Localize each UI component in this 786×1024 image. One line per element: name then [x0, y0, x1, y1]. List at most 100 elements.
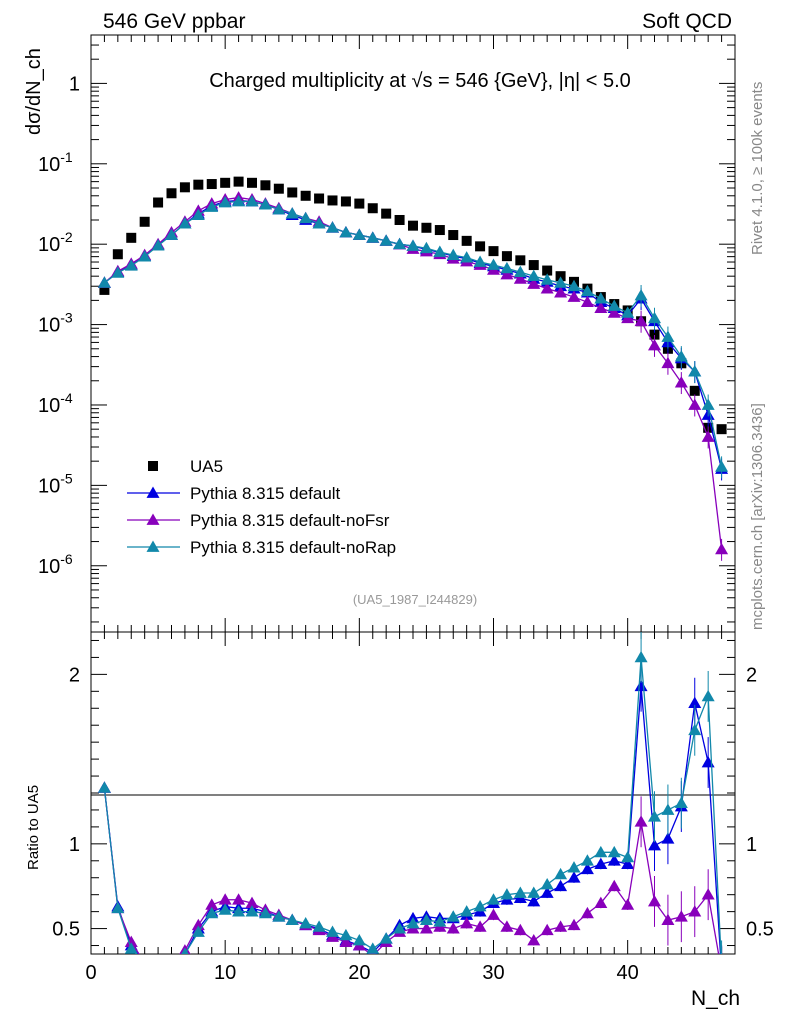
ratio-point [527, 886, 541, 898]
ratio-point [138, 956, 151, 967]
data-point [273, 183, 284, 194]
ratio-point [232, 905, 246, 917]
series-point [688, 398, 702, 410]
ratio-point [473, 920, 487, 932]
ratio-point [232, 893, 246, 905]
ratio-point [715, 964, 728, 975]
ratio-point [540, 886, 554, 898]
ratio-point [312, 920, 326, 932]
ratio-point [648, 810, 661, 822]
y-tick-label: 1 [69, 73, 80, 95]
series-point [232, 194, 246, 207]
header-left: 546 GeV ppbar [103, 10, 245, 33]
series-point [191, 208, 205, 220]
ratio-point [540, 878, 554, 890]
ratio-point [621, 857, 635, 870]
x-tick-label: 30 [482, 962, 504, 984]
data-point [327, 195, 338, 206]
legend-label: UA5 [190, 457, 223, 476]
ratio-point [460, 905, 474, 917]
ratio-point [594, 857, 608, 870]
series-point [661, 356, 675, 369]
series-point [648, 311, 661, 324]
ratio-point [165, 956, 178, 967]
ratio-point [513, 923, 527, 936]
ratio-point [245, 905, 259, 917]
series-point [352, 228, 366, 240]
ratio-point [621, 850, 635, 863]
data-point [340, 196, 351, 207]
ratio-point [446, 922, 460, 934]
ratio-point [393, 922, 407, 934]
ratio-point [648, 839, 661, 851]
x-tick-label: 20 [348, 962, 370, 984]
ratio-point [379, 932, 393, 944]
ratio-point [419, 922, 433, 934]
ratio-point [152, 956, 165, 967]
data-point [193, 179, 204, 190]
ratio-tick-label-left: 1 [69, 834, 80, 856]
series-point [580, 284, 594, 297]
series-point [527, 277, 541, 289]
ratio-point [500, 920, 514, 932]
data-point [394, 214, 405, 225]
data-point [408, 220, 418, 231]
series-point [567, 279, 581, 292]
legend-marker-square [148, 461, 158, 471]
series-point [285, 207, 299, 219]
series-point [97, 276, 111, 288]
ratio-point [152, 956, 165, 967]
ratio-point [580, 906, 594, 919]
ratio-point [339, 935, 353, 948]
series-point [124, 259, 138, 271]
series-point [688, 365, 702, 377]
series-point [607, 306, 621, 318]
data-point [247, 177, 257, 188]
data-point [716, 424, 727, 435]
ratio-point [634, 679, 648, 692]
ratio-point [674, 910, 688, 922]
series-point [594, 292, 608, 304]
data-point [515, 255, 526, 266]
ratio-point [688, 696, 702, 709]
ratio-point [272, 910, 286, 922]
data-point [434, 225, 445, 236]
series-point [674, 376, 688, 388]
series-point [715, 542, 729, 555]
y-tick-label: 10-5 [38, 470, 73, 497]
series-point [513, 272, 527, 284]
series-point [245, 194, 259, 207]
ratio-point [191, 925, 205, 937]
ratio-point [661, 913, 675, 925]
data-point [421, 222, 432, 233]
ratio-point [487, 893, 500, 905]
x-axis-label: N_ch [691, 987, 740, 1010]
data-point [649, 329, 660, 340]
ratio-point [138, 956, 151, 967]
series-point [299, 211, 313, 224]
legend-label: Pythia 8.315 default-noFsr [190, 511, 390, 530]
main-plot-frame [90, 34, 736, 633]
ratio-point [554, 867, 568, 880]
ratio-point [326, 925, 339, 937]
ratio-point [285, 913, 299, 925]
x-tick-label: 40 [617, 962, 639, 984]
ratio-point [580, 854, 594, 866]
ratio-y-axis-label: Ratio to UA5 [25, 785, 42, 870]
series-point [594, 301, 608, 314]
data-point [220, 177, 231, 188]
series-point [312, 217, 326, 229]
series-point [607, 299, 621, 311]
series-point [339, 225, 353, 238]
ratio-point [111, 901, 125, 914]
legend-label: Pythia 8.315 default-noRap [190, 538, 396, 557]
ratio-point [218, 903, 232, 915]
ratio-point [419, 913, 433, 925]
series-point [567, 290, 581, 302]
ratio-point [124, 935, 138, 948]
data-point [367, 203, 378, 214]
series-point [580, 295, 594, 308]
data-point [112, 249, 123, 260]
series-point [500, 267, 514, 280]
y-tick-label: 10-1 [38, 149, 73, 176]
